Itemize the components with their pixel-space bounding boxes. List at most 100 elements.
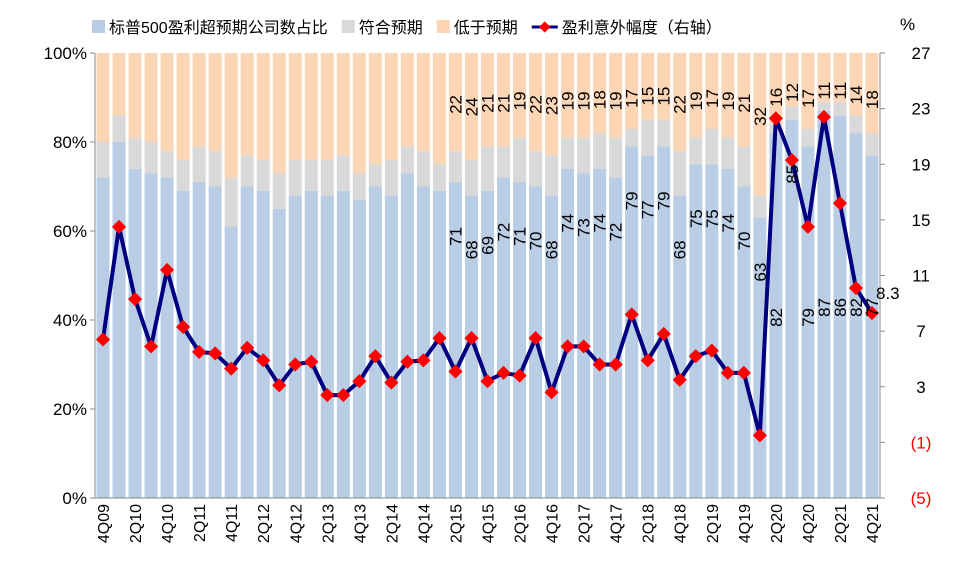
surprise-marker — [127, 292, 143, 307]
bar-miss — [865, 53, 879, 134]
surprise-marker — [320, 388, 335, 403]
surprise-marker — [144, 339, 159, 354]
surprise-marker — [640, 353, 655, 368]
surprise-marker — [272, 378, 287, 393]
bar-miss — [497, 53, 511, 147]
surprise-marker — [368, 349, 383, 364]
bar-inline — [320, 159, 334, 196]
bar-beat — [561, 168, 575, 498]
bar-inline — [561, 137, 575, 169]
bar-beat — [577, 173, 591, 498]
bar-miss — [352, 53, 366, 174]
axes-layer: 0%20%40%60%80%100% 272319151173(1)(5)%4Q0… — [44, 15, 932, 543]
bar-miss — [753, 53, 767, 196]
bar-miss — [705, 53, 719, 129]
right-tick-label: (5) — [911, 489, 932, 508]
surprise-marker — [432, 331, 447, 346]
bar-inline — [432, 164, 446, 191]
bar-beat — [144, 173, 158, 498]
surprise-marker — [208, 346, 223, 361]
bar-miss — [144, 53, 158, 142]
beat-label: 86 — [831, 298, 850, 317]
bar-beat — [192, 182, 206, 499]
surprise-marker — [688, 349, 703, 364]
bar-miss — [320, 53, 334, 160]
beat-label: 74 — [591, 214, 610, 233]
beat-label: 68 — [671, 240, 690, 259]
miss-label: 17 — [799, 89, 818, 108]
surprise-last-label: 8.3 — [876, 284, 900, 303]
x-tick-label: 4Q16 — [545, 504, 562, 543]
surprise-marker — [176, 319, 191, 335]
surprise-marker — [95, 332, 111, 347]
bar-inline — [416, 150, 430, 187]
beat-label: 79 — [655, 191, 674, 210]
surprise-marker — [448, 364, 463, 379]
bar-beat — [208, 186, 222, 498]
bar-miss — [689, 53, 703, 138]
beat-label: 71 — [511, 227, 530, 246]
beat-label: 79 — [623, 191, 642, 210]
bar-inline — [865, 133, 879, 156]
bar-miss — [673, 53, 687, 151]
bar-miss — [208, 53, 222, 151]
bar-beat — [705, 164, 719, 498]
surprise-marker — [512, 368, 527, 383]
right-tick-label: 23 — [912, 100, 931, 119]
bar-beat — [256, 190, 270, 498]
line-layer — [95, 109, 880, 443]
miss-label: 22 — [527, 95, 546, 114]
bar-inline — [849, 115, 863, 134]
miss-label: 17 — [703, 89, 722, 108]
bar-inline — [529, 150, 543, 187]
surprise-marker — [864, 305, 880, 321]
x-tick-label: 2Q13 — [320, 504, 337, 543]
legend-label: 符合预期 — [359, 19, 423, 37]
miss-label: 17 — [623, 89, 642, 108]
left-tick-label: 60% — [53, 222, 87, 241]
bar-beat — [160, 177, 174, 498]
miss-label: 23 — [543, 96, 562, 115]
bar-beat — [593, 168, 607, 498]
left-tick-label: 40% — [53, 311, 87, 330]
bar-beat — [609, 177, 623, 498]
bar-beat — [128, 168, 142, 498]
bars-layer — [96, 53, 879, 499]
bar-miss — [416, 53, 430, 151]
surprise-marker — [560, 339, 575, 354]
bar-beat — [352, 199, 366, 498]
bar-inline — [96, 142, 110, 178]
x-tick-label: 2Q21 — [833, 504, 850, 543]
right-axis-unit: % — [900, 15, 915, 34]
bar-inline — [737, 146, 751, 187]
bar-beat — [865, 155, 879, 498]
bar-beat — [288, 195, 302, 498]
bar-beat — [513, 182, 527, 499]
x-tick-label: 4Q20 — [801, 504, 818, 543]
bar-miss — [577, 53, 591, 138]
surprise-marker — [736, 365, 751, 380]
left-tick-label: 20% — [53, 400, 87, 419]
miss-label: 21 — [735, 94, 754, 113]
bar-miss — [336, 53, 350, 156]
bar-inline — [689, 137, 703, 165]
bar-beat — [497, 177, 511, 498]
bar-inline — [336, 155, 350, 191]
x-tick-label: 4Q11 — [224, 504, 241, 542]
surprise-marker — [624, 307, 639, 322]
bar-miss — [160, 53, 174, 151]
bar-miss — [545, 53, 559, 156]
right-tick-label: 11 — [912, 267, 930, 286]
bar-inline — [545, 155, 559, 196]
bar-beat — [545, 195, 559, 498]
surprise-marker — [384, 375, 399, 390]
surprise-marker — [496, 365, 511, 380]
surprise-marker — [480, 374, 495, 389]
bar-inline — [609, 137, 623, 178]
x-tick-label: 4Q17 — [609, 504, 626, 543]
bar-inline — [384, 159, 398, 196]
surprise-marker — [256, 353, 271, 368]
x-tick-label: 2Q11 — [192, 504, 209, 542]
surprise-marker — [656, 326, 671, 341]
bar-miss — [128, 53, 142, 138]
